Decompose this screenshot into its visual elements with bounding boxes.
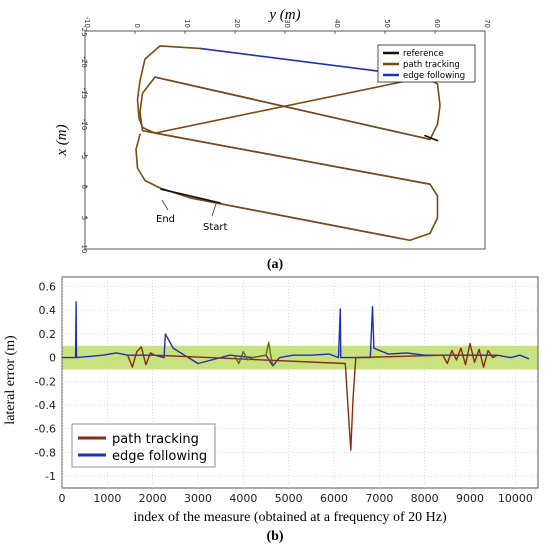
panel-a-xtick-label: 40	[333, 19, 341, 28]
panel-a: y (m) x (m) -10 0 10 20 30 40 50 60 70 -25-20-15…	[54, 7, 491, 253]
annotation-start-leader	[211, 203, 217, 217]
annotation-start: Start	[203, 222, 228, 233]
panel-b-ytick-label: -0.6	[35, 423, 56, 436]
panel-b-legend: path tracking edge following	[71, 423, 216, 468]
panel-b-ytick-label: -1	[45, 470, 56, 483]
panel-b-xtick-label: 6000	[320, 492, 348, 505]
panel-b-ytick-label: 0	[49, 352, 56, 365]
panel-a-xtick-label: 50	[383, 19, 391, 28]
panel-a-caption: (a)	[267, 257, 284, 272]
panel-a-ytick-label: -5	[80, 152, 88, 159]
panel-b-y-axis-label: lateral error (m)	[3, 335, 18, 425]
panel-a-ytick-label: 10	[80, 245, 88, 254]
panel-b-xtick-label: 3000	[184, 492, 212, 505]
panel-a-xtick-label: 30	[283, 19, 291, 28]
panel-a-xtick-label: 70	[483, 19, 491, 28]
panel-a-ytick-label: -10	[80, 119, 88, 130]
series-reference	[160, 134, 439, 204]
panel-b-ytick-label: -0.2	[35, 375, 56, 388]
panel-b-x-ticks: 0 1000 2000 3000 4000 5000 6000 7000 8000 9000 100…	[59, 492, 533, 505]
legend-path-tracking: path tracking	[403, 60, 460, 70]
panel-b-x-axis-label: index of the measure (obtained at a freq…	[133, 510, 447, 525]
panel-a-y-ticks: -25 -20 -15 -10 -5 0 5 10	[80, 25, 88, 253]
panel-a-series	[135, 45, 441, 242]
panel-a-ytick-label: -25	[80, 25, 88, 36]
panel-a-ytick-label: 0	[80, 184, 88, 188]
panel-b-ytick-label: 0.2	[39, 328, 57, 341]
legend-reference: reference	[403, 49, 444, 59]
panel-a-y-axis-label: x (m)	[54, 124, 70, 156]
series-b-path-tracking	[127, 342, 498, 451]
panel-b-ytick-label: -0.4	[35, 399, 56, 412]
series-b-path-tracking-olive	[233, 341, 274, 367]
panel-b-xtick-label: 9000	[456, 492, 484, 505]
panel-a-ytick-label: -15	[80, 88, 88, 99]
panel-a-xtick-label: 20	[233, 19, 241, 28]
panel-b-xtick-label: 5000	[275, 492, 303, 505]
panel-b-xtick-label: 0	[59, 492, 66, 505]
panel-b-xtick-label: 4000	[229, 492, 257, 505]
panel-b-ytick-label: -0.8	[35, 446, 56, 459]
panel-b-xtick-label: 2000	[139, 492, 167, 505]
panel-a-xtick-label: 0	[133, 24, 141, 28]
series-b-edge-following	[62, 301, 530, 367]
panel-b-gridlines	[61, 277, 538, 488]
panel-a-xtick-label: 10	[183, 19, 191, 28]
legend-edge-following: edge following	[403, 71, 465, 81]
legend-b-edge-following: edge following	[112, 449, 207, 464]
panel-b-caption: (b)	[266, 529, 283, 544]
panel-b-ytick-label: 0.4	[39, 304, 57, 317]
series-path-tracking	[135, 45, 441, 242]
panel-a-x-axis-label: y (m)	[267, 7, 300, 23]
panel-a-xtick-label: -10	[83, 17, 91, 28]
panel-a-xtick-label: 60	[433, 19, 441, 28]
panel-a-ytick-label: -20	[80, 56, 88, 67]
panel-b-series	[62, 301, 530, 451]
panel-a-ytick-label: 5	[80, 216, 88, 220]
panel-b-ytick-label: 0.6	[39, 280, 57, 293]
panel-b-xtick-label: 10000	[498, 492, 533, 505]
panel-b-y-ticks: 0.6 0.4 0.2 0 -0.2 -0.4 -0.6 -0.8 -1	[35, 280, 56, 483]
panel-a-x-ticks: -10 0 10 20 30 40 50 60 70	[83, 17, 491, 34]
annotation-end: End	[156, 214, 175, 225]
panel-a-legend: reference path tracking edge following	[377, 44, 476, 83]
legend-b-path-tracking: path tracking	[112, 432, 199, 447]
panel-b-xtick-label: 8000	[411, 492, 439, 505]
panel-b: 0 1000 2000 3000 4000 5000 6000 7000 8000 9000 100…	[3, 276, 539, 525]
panel-b-xtick-label: 1000	[93, 492, 121, 505]
annotation-end-leader	[161, 199, 169, 211]
panel-b-xtick-label: 7000	[365, 492, 393, 505]
